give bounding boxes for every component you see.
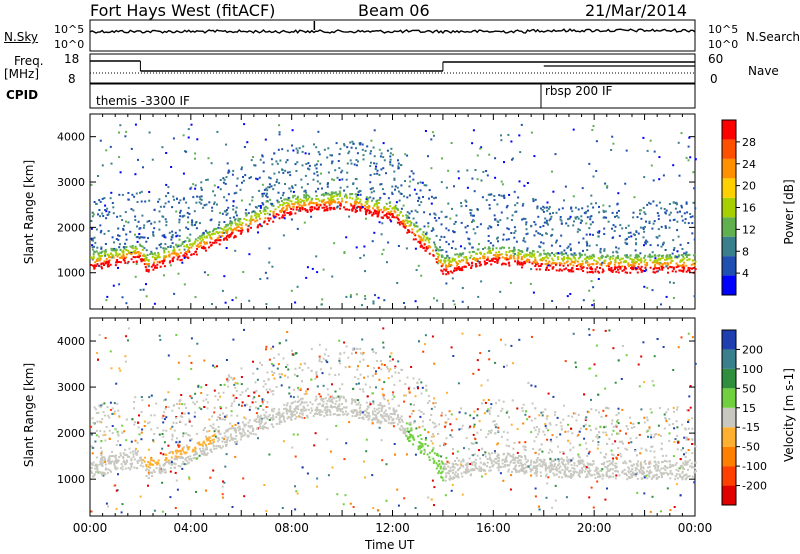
freq-tick-top: 18 xyxy=(64,52,80,66)
freq-strip xyxy=(89,53,696,84)
freq-unit: [MHz] xyxy=(4,67,40,81)
cpid-segment-0: themis -3300 IF xyxy=(96,94,190,108)
cpid-segment-1: rbsp 200 IF xyxy=(545,84,613,98)
radar-title: Fort Hays West (fitACF) xyxy=(90,1,276,20)
nsky-trace xyxy=(89,21,696,34)
power-echoes xyxy=(90,123,697,307)
freq-trace xyxy=(90,60,695,74)
nsky-tick-top: 10^5 xyxy=(54,23,85,36)
nsky-tick-bottom-right: 10^0 xyxy=(708,38,739,51)
nsearch-label: N.Search xyxy=(746,30,800,44)
freq-label: Freq. xyxy=(14,54,44,68)
nave-label: Nave xyxy=(748,64,779,78)
nsky-tick-bottom: 10^0 xyxy=(54,38,85,51)
x-tick-labels: 00:00 04:00 08:00 12:00 16:00 20:00 00:00 xyxy=(73,521,713,535)
velocity-echoes xyxy=(90,327,697,514)
beam-label: Beam 06 xyxy=(358,1,430,20)
nsky-tick-top-right: 10^5 xyxy=(708,23,739,36)
nave-tick-bottom: 0 xyxy=(710,72,718,86)
cpid-label: CPID xyxy=(6,88,39,102)
svg-text:3000: 3000 xyxy=(57,176,85,189)
power-axes: 1000 2000 3000 4000 xyxy=(57,114,696,309)
svg-text:4000: 4000 xyxy=(57,131,85,144)
svg-text:1000: 1000 xyxy=(57,267,85,280)
power-panel-frame xyxy=(89,113,696,310)
freq-tick-bottom: 8 xyxy=(68,72,76,86)
date-label: 21/Mar/2014 xyxy=(585,1,688,20)
nsky-strip xyxy=(89,19,696,52)
x-axis-title: Time UT xyxy=(365,538,415,552)
nave-tick-top: 60 xyxy=(708,52,724,66)
nsky-label: N.Sky xyxy=(4,30,39,44)
cpid-strip xyxy=(89,83,696,109)
svg-text:2000: 2000 xyxy=(57,221,85,234)
